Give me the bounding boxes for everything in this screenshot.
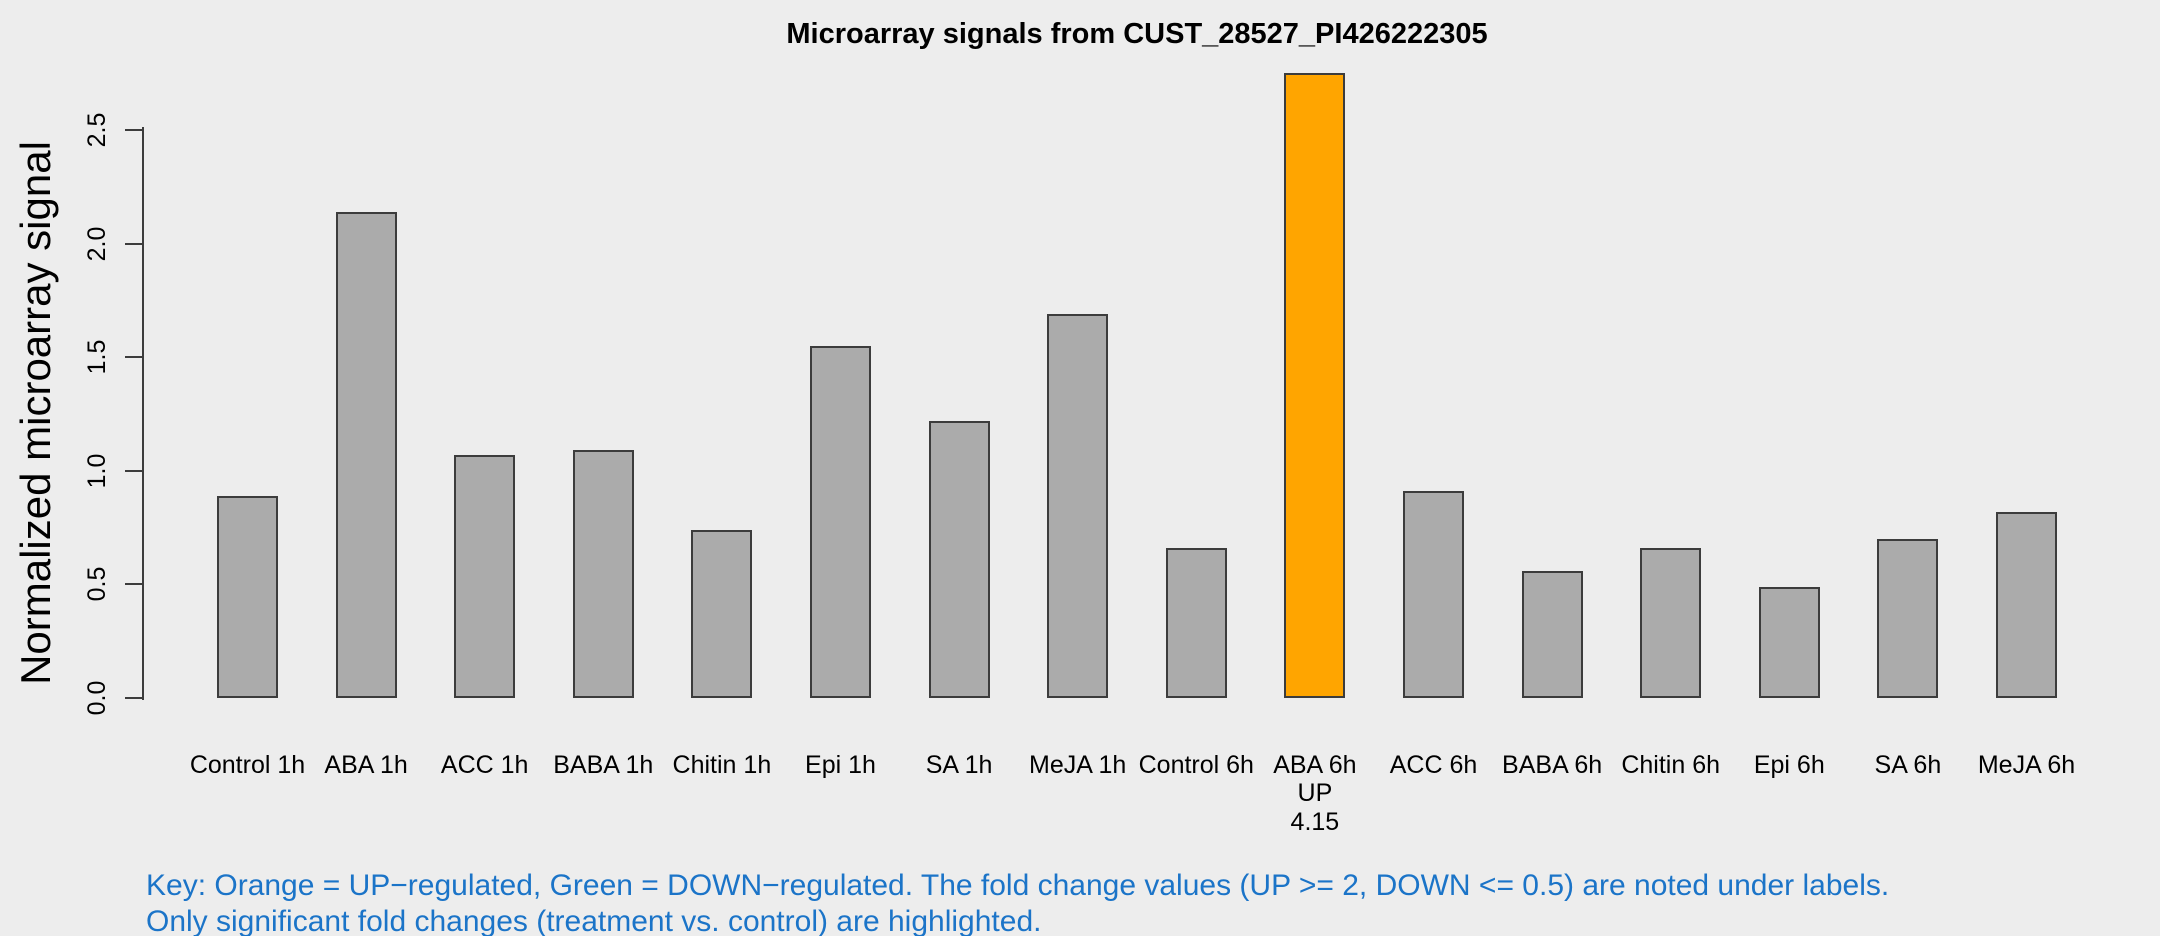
- bar: [1047, 314, 1109, 698]
- bar: [1877, 539, 1939, 698]
- y-axis-line: [142, 127, 144, 700]
- y-axis-tick-label: 1.5: [83, 339, 111, 375]
- chart-title: Microarray signals from CUST_28527_PI426…: [786, 18, 1488, 50]
- y-axis-tick: [125, 356, 142, 359]
- x-axis-category-label: Chitin 1h: [672, 751, 772, 779]
- x-axis-category-label: Epi 6h: [1753, 751, 1825, 779]
- fold-change-annotation: 4.15: [1290, 808, 1340, 836]
- fold-change-annotation: UP: [1297, 779, 1333, 807]
- bar: [1165, 548, 1227, 698]
- x-axis-category-label: ABA 6h: [1273, 751, 1357, 779]
- x-axis-category-label: MeJA 6h: [1977, 751, 2076, 779]
- bar: [454, 455, 516, 698]
- x-axis-category-label: Chitin 6h: [1621, 751, 1721, 779]
- x-axis-category-label: BABA 6h: [1502, 751, 1603, 779]
- bar: [217, 496, 278, 698]
- y-axis-tick-label: 2.0: [83, 226, 111, 261]
- bar: [572, 450, 634, 698]
- key-line-1: Key: Orange = UP−regulated, Green = DOWN…: [146, 869, 1890, 902]
- y-axis-tick-label: 1.0: [83, 453, 111, 489]
- x-axis-category-label: MeJA 1h: [1029, 751, 1127, 779]
- bar: [1758, 587, 1820, 698]
- x-axis-category-label: ACC 6h: [1389, 751, 1478, 779]
- y-axis-tick: [125, 469, 142, 472]
- x-axis-category-label: SA 6h: [1874, 751, 1942, 779]
- x-axis-category-label: BABA 1h: [553, 751, 654, 779]
- y-axis-tick-label: 2.5: [83, 112, 111, 148]
- y-axis-tick: [125, 242, 142, 245]
- key-line-2: Only significant fold changes (treatment…: [146, 905, 1042, 936]
- y-axis-tick-label: 0.5: [83, 567, 111, 602]
- bar: [928, 421, 990, 698]
- key-note: Key: Orange = UP−regulated, Green = DOWN…: [146, 868, 1889, 936]
- bar: [691, 530, 753, 698]
- bar: [1403, 491, 1464, 698]
- y-axis-tick: [125, 129, 142, 131]
- x-axis-category-label: ABA 1h: [324, 751, 408, 779]
- x-axis-category-label: Control 1h: [189, 751, 306, 779]
- bar: [1521, 571, 1583, 698]
- bar: [335, 212, 397, 698]
- y-axis-tick: [125, 583, 142, 586]
- bar: [1996, 512, 2057, 698]
- y-axis-tick: [125, 697, 142, 699]
- x-axis-category-label: SA 1h: [925, 751, 993, 779]
- x-axis-category-label: Control 6h: [1138, 751, 1254, 779]
- x-axis-category-label: Epi 1h: [805, 751, 876, 779]
- bar: [810, 346, 871, 698]
- bar-highlighted-up: [1284, 73, 1346, 698]
- x-axis-category-label: ACC 1h: [440, 751, 529, 779]
- y-axis-tick-label: 0.0: [83, 680, 111, 716]
- bar: [1640, 548, 1702, 698]
